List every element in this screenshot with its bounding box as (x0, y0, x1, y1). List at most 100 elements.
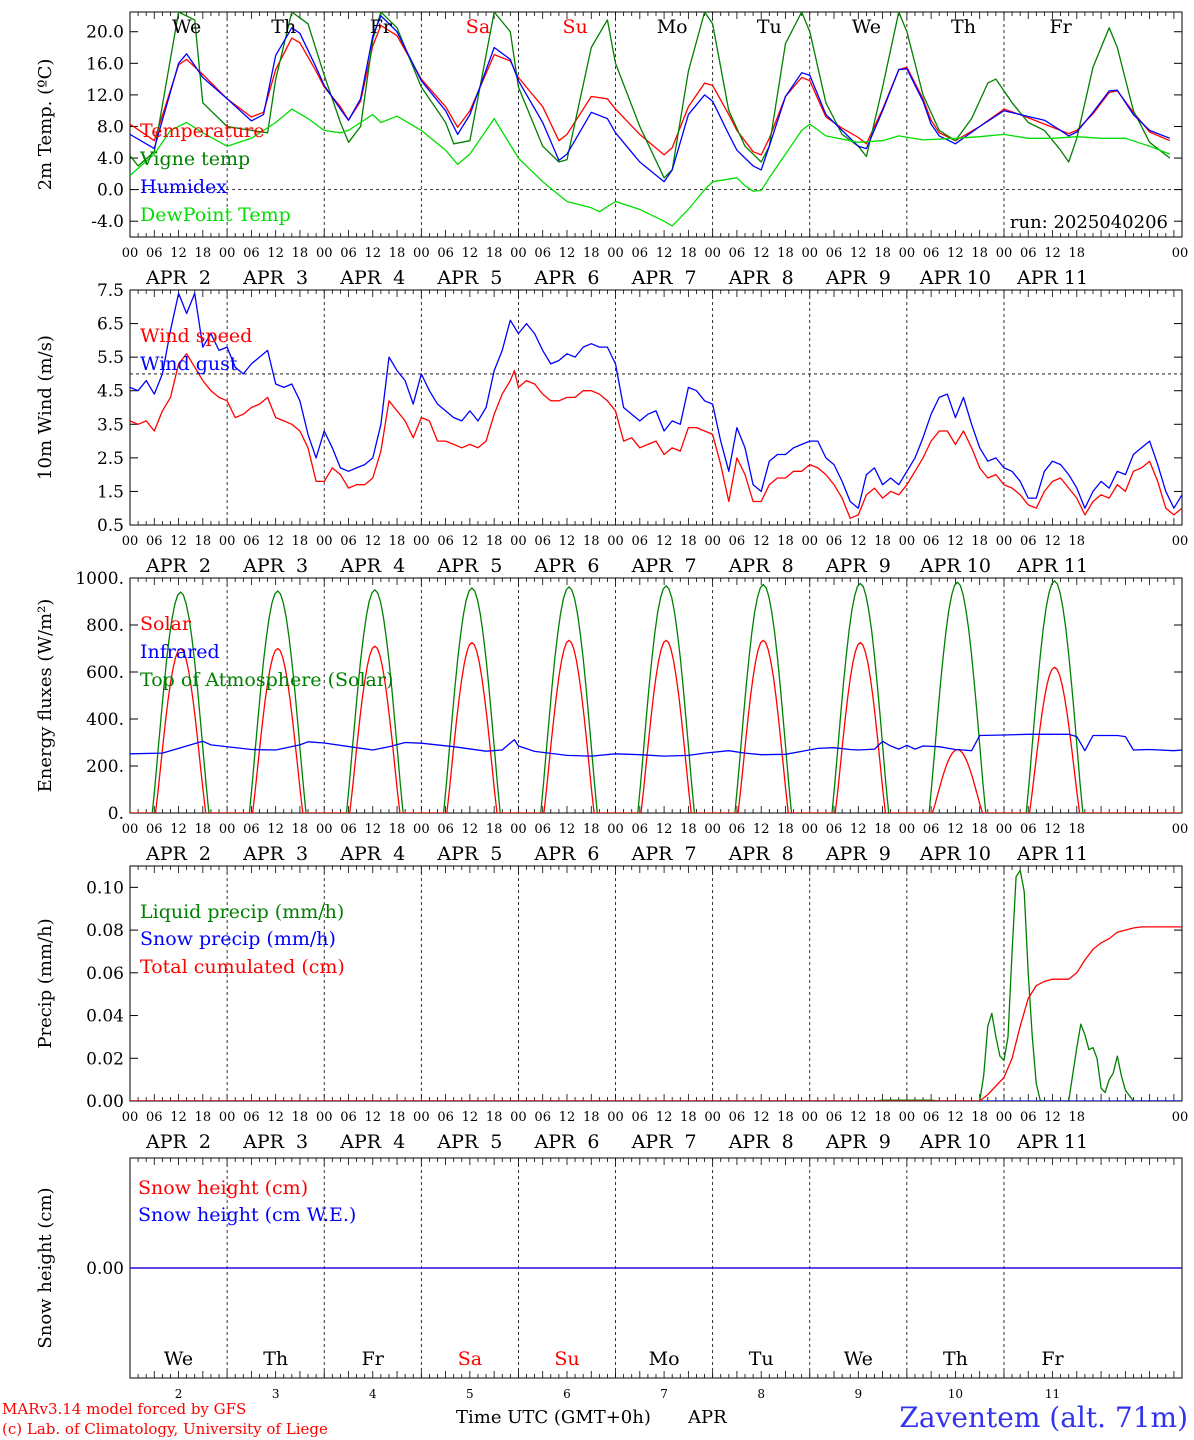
x-hour-label: 12 (267, 1110, 284, 1125)
x-hour-label: 06 (437, 822, 454, 837)
weekday-label: Tu (749, 1348, 774, 1370)
x-hour-label: 06 (437, 534, 454, 549)
x-hour-label: 18 (292, 534, 309, 549)
x-hour-label: 18 (486, 534, 503, 549)
x-hour-label: 18 (1069, 246, 1086, 261)
x-hour-label: 06 (826, 534, 843, 549)
x-date-label: APR 7 (631, 1131, 697, 1153)
y-axis-label: 10m Wind (m/s) (35, 335, 56, 480)
weekday-label: Fr (362, 1348, 385, 1370)
x-hour-label: 00 (122, 1110, 139, 1125)
x-hour-label: 18 (680, 1110, 697, 1125)
x-hour-label: 18 (486, 1110, 503, 1125)
y-tick-label: 0.08 (86, 921, 124, 941)
x-date-label: APR 6 (533, 555, 599, 577)
weekday-label: We (844, 1348, 873, 1370)
x-hour-label: 00 (510, 246, 527, 261)
weekday-label: Th (271, 16, 296, 38)
x-hour-label: 18 (195, 246, 212, 261)
x-hour-label: 00 (801, 534, 818, 549)
series-top-of-atmosphere (130, 580, 1182, 813)
x-hour-label: 18 (1069, 534, 1086, 549)
x-hour-label: 00 (801, 246, 818, 261)
x-hour-label: 00 (413, 246, 430, 261)
x-hour-label: 06 (243, 1110, 260, 1125)
x-hour-label: 00 (607, 246, 624, 261)
x-hour-label: 00 (996, 1110, 1013, 1125)
x-hour-label: 06 (340, 534, 357, 549)
x-hour-label: 00 (219, 246, 236, 261)
series-vigne-temp (130, 12, 1171, 179)
day-number-label: 4 (369, 1387, 377, 1401)
y-tick-label: 0.10 (86, 878, 124, 898)
x-hour-label: 00 (122, 534, 139, 549)
x-hour-label: 06 (146, 534, 163, 549)
station-label: Zaventem (alt. 71m) (899, 1401, 1188, 1434)
x-hour-label: 00 (996, 246, 1013, 261)
legend-entry: DewPoint Temp (140, 204, 291, 226)
run-label: run: 2025040206 (1010, 212, 1168, 233)
panel-1: -4.0 0.0 4.0 8.0 12.0 16.0 20.0 2m Temp. (ºC) 00… (35, 11, 1189, 289)
x-hour-label: 00 (801, 1110, 818, 1125)
x-hour-label: 12 (267, 534, 284, 549)
x-hour-label: 06 (146, 822, 163, 837)
weekday-label: Fr (370, 16, 393, 38)
x-hour-label: 18 (195, 1110, 212, 1125)
x-hour-label: 12 (559, 822, 576, 837)
x-hour-label: 12 (170, 534, 187, 549)
series-total-cumulated-cm (130, 926, 1182, 1101)
x-hour-label: 18 (389, 534, 406, 549)
x-hour-label: 00 (316, 1110, 333, 1125)
y-tick-label: 16.0 (86, 54, 124, 74)
legend-entry: Snow height (cm) (138, 1177, 308, 1199)
x-hour-label: 12 (170, 246, 187, 261)
x-date-label: APR 3 (242, 555, 308, 577)
x-date-label: APR 8 (728, 1131, 794, 1153)
x-hour-label: 12 (947, 822, 964, 837)
x-hour-label: 12 (364, 246, 381, 261)
series-wind-speed (130, 353, 1182, 519)
legend-entry: Snow height (cm W.E.) (138, 1204, 356, 1226)
x-hour-label: 00 (510, 1110, 527, 1125)
x-hour-label: 18 (680, 822, 697, 837)
x-date-label: APR 3 (242, 1131, 308, 1153)
weekday-label: Th (951, 16, 976, 38)
x-hour-label: 12 (364, 534, 381, 549)
x-hour-label: 12 (850, 534, 867, 549)
panel-2: 0.5 1.5 2.5 3.5 4.5 5.5 6.5 7.5 10m Wind (m/s) 00… (35, 281, 1188, 577)
x-hour-label: 06 (437, 246, 454, 261)
x-date-label: APR 4 (339, 1131, 405, 1153)
x-hour-label: 00 (899, 534, 916, 549)
x-hour-label: 00 (316, 246, 333, 261)
y-tick-label: 0. (108, 804, 124, 824)
legend-entry: Wind speed (140, 325, 252, 347)
day-number-label: 7 (660, 1387, 668, 1401)
weekday-label: Th (263, 1348, 288, 1370)
x-hour-label: 12 (656, 1110, 673, 1125)
x-hour-label: 06 (146, 1110, 163, 1125)
x-hour-label: 12 (947, 246, 964, 261)
x-hour-label: 06 (632, 822, 649, 837)
y-tick-label: 400. (86, 710, 124, 730)
x-hour-label: 12 (1044, 534, 1061, 549)
x-date-label: APR 10 (919, 267, 991, 289)
x-date-label: APR 10 (919, 843, 991, 865)
day-number-label: 9 (854, 1387, 862, 1401)
day-number-label: 10 (948, 1387, 963, 1401)
x-hour-label: 06 (437, 1110, 454, 1125)
x-hour-label: 18 (777, 1110, 794, 1125)
x-hour-label: 06 (1020, 246, 1037, 261)
series-humidex (130, 15, 1171, 183)
weekday-label: Sa (458, 1348, 482, 1370)
x-hour-label: 00 (899, 822, 916, 837)
y-tick-label: 4.5 (97, 382, 124, 402)
series-solar (130, 639, 1182, 813)
x-hour-label: 06 (729, 1110, 746, 1125)
x-hour-label: 00 (1172, 246, 1189, 261)
x-hour-label: 06 (243, 246, 260, 261)
x-hour-label: 06 (1020, 822, 1037, 837)
x-hour-label: 00 (316, 534, 333, 549)
x-hour-label: 18 (486, 822, 503, 837)
x-hour-label: 00 (219, 1110, 236, 1125)
x-hour-label: 00 (899, 1110, 916, 1125)
